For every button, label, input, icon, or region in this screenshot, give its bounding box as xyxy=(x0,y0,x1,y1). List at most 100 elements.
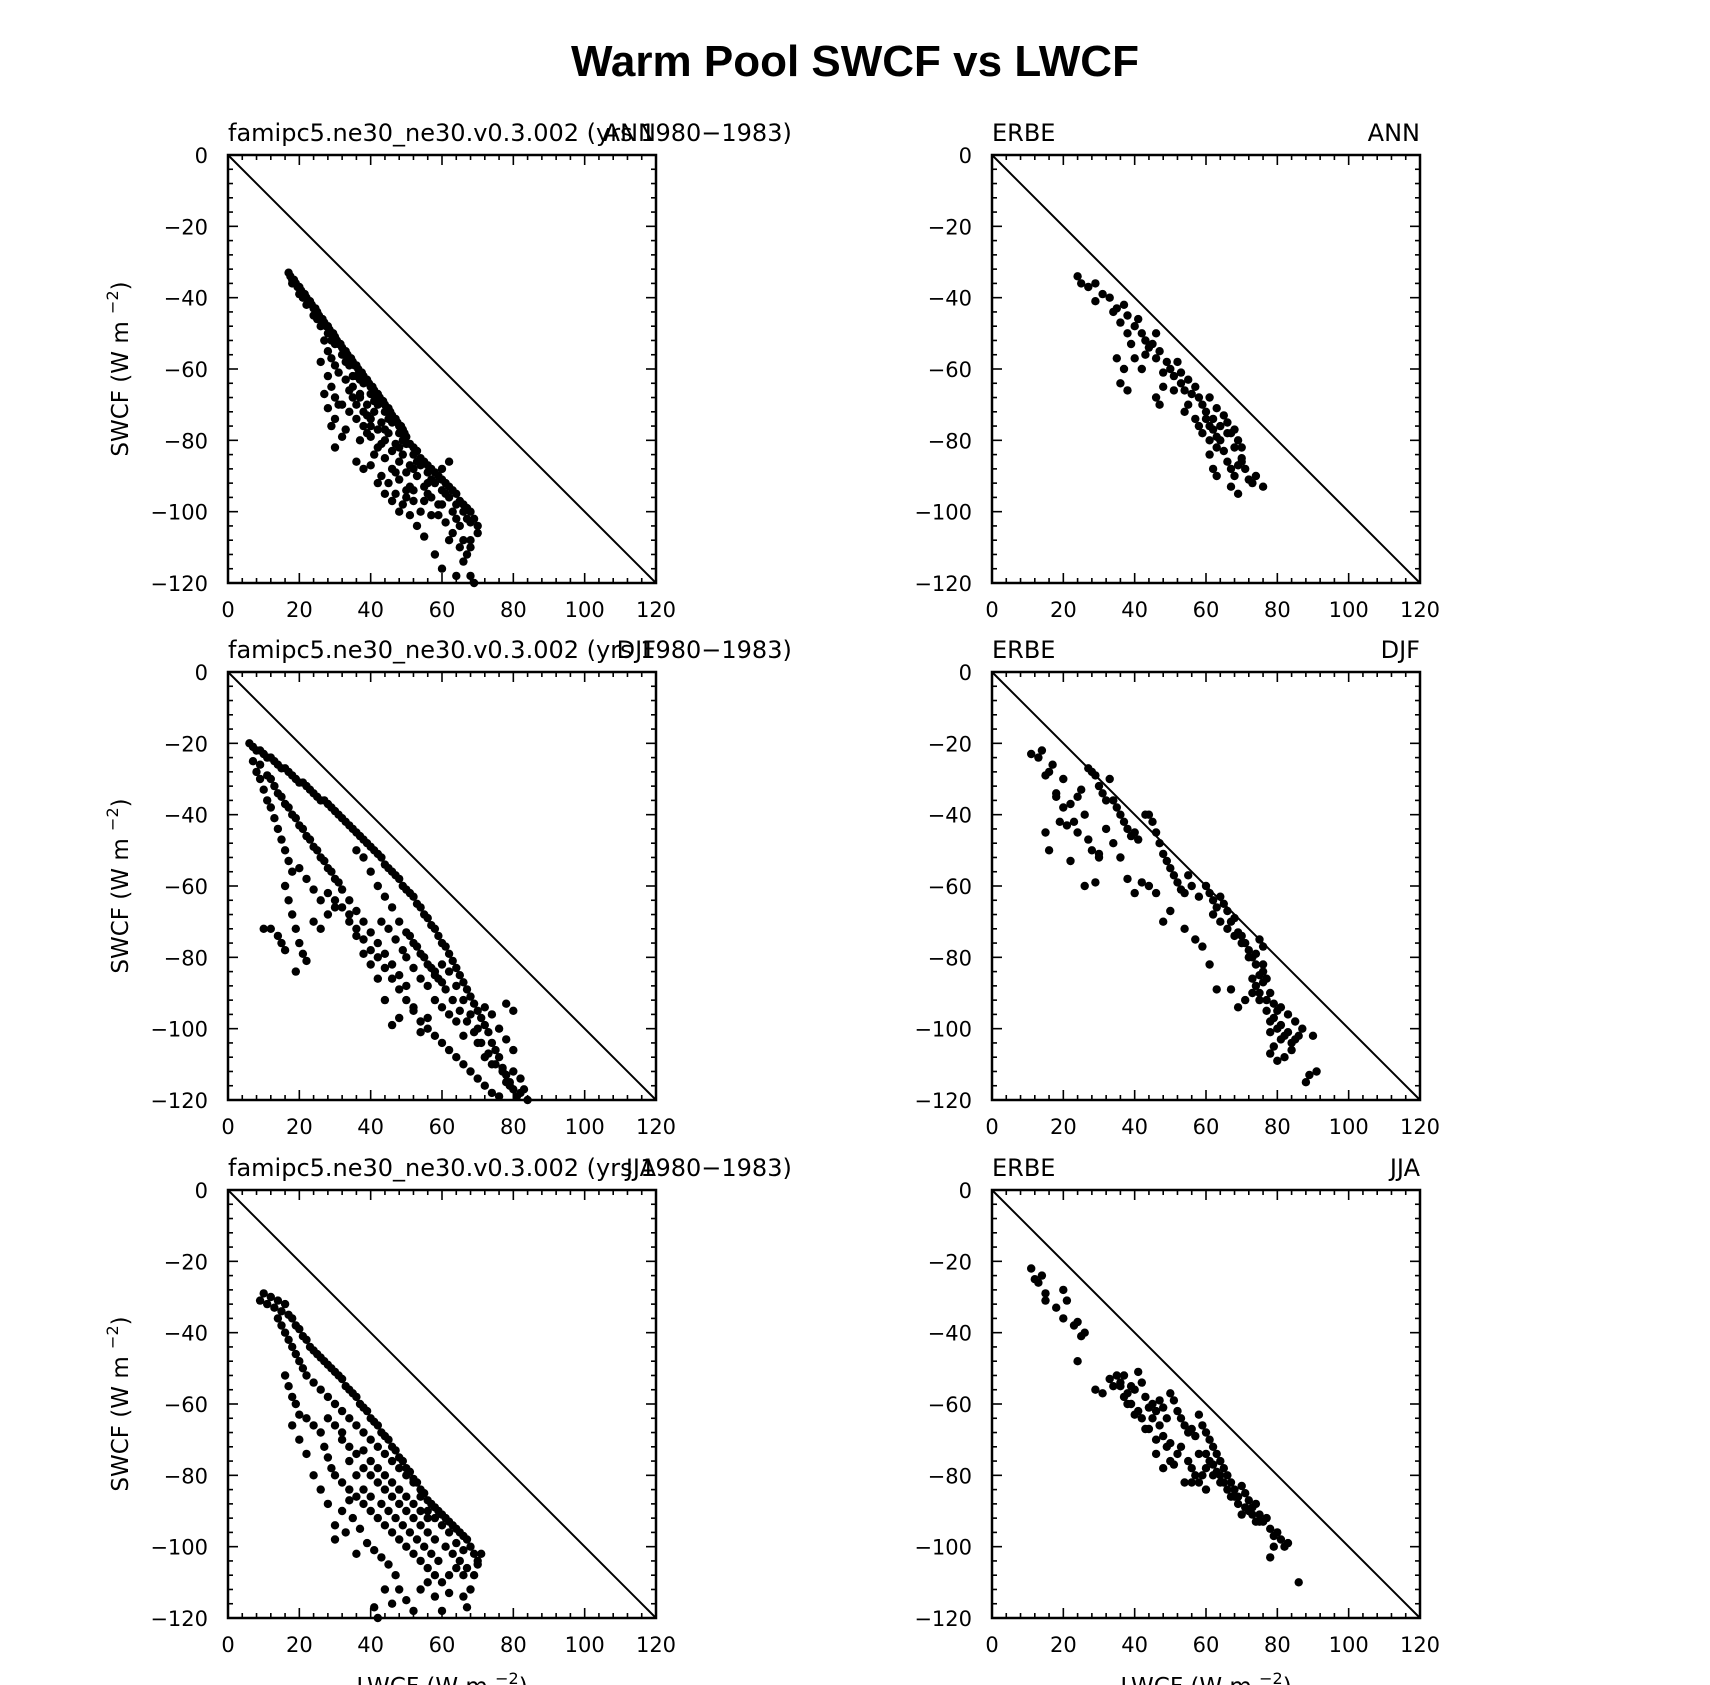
data-point xyxy=(1205,436,1214,445)
data-point xyxy=(459,978,468,987)
data-point xyxy=(309,1378,318,1387)
data-point xyxy=(473,1074,482,1083)
data-point xyxy=(1109,839,1118,848)
data-point xyxy=(466,992,475,1001)
data-point xyxy=(1216,892,1225,901)
data-point xyxy=(494,1053,504,1062)
data-point xyxy=(1283,1010,1293,1019)
axis-ticks xyxy=(991,154,1421,584)
y-tick-label: −120 xyxy=(150,1607,208,1631)
x-tick-label: 100 xyxy=(565,598,605,622)
data-point xyxy=(434,1556,443,1566)
data-point xyxy=(1137,329,1147,338)
data-point xyxy=(395,1499,404,1509)
data-point xyxy=(1159,849,1168,859)
data-point xyxy=(1191,1431,1200,1441)
data-point xyxy=(1223,1471,1232,1480)
data-point xyxy=(255,774,265,784)
data-point xyxy=(1205,450,1214,459)
data-point xyxy=(387,903,397,912)
data-point xyxy=(1301,1078,1311,1087)
data-point xyxy=(263,796,272,805)
data-point xyxy=(295,938,304,948)
data-point xyxy=(1233,436,1243,445)
data-point xyxy=(370,1603,379,1612)
data-point xyxy=(280,946,290,955)
data-point xyxy=(1212,404,1221,413)
y-tick-label: −60 xyxy=(164,875,208,899)
data-point xyxy=(1280,1053,1289,1062)
x-axis-label: LWCF (W m −2) xyxy=(356,1669,527,1685)
data-point xyxy=(288,1342,297,1352)
data-point xyxy=(1162,1442,1172,1452)
data-point xyxy=(277,1307,286,1316)
y-tick-label: −40 xyxy=(164,287,208,311)
x-tick-label: 0 xyxy=(985,1633,998,1657)
data-point xyxy=(1191,935,1200,944)
data-point xyxy=(1262,974,1271,983)
data-point xyxy=(1148,817,1157,826)
reference-line xyxy=(991,154,1421,584)
data-point xyxy=(316,322,325,331)
data-point xyxy=(402,493,411,502)
data-point xyxy=(366,960,375,969)
data-point xyxy=(1094,781,1104,791)
data-point xyxy=(395,475,404,484)
data-point xyxy=(430,995,440,1005)
x-tick-label: 20 xyxy=(286,1633,313,1657)
axis-ticks xyxy=(227,1189,657,1619)
data-point xyxy=(359,1446,368,1455)
data-point xyxy=(370,450,379,459)
data-point xyxy=(1144,881,1154,891)
x-tick-label: 120 xyxy=(1400,1115,1440,1139)
data-point xyxy=(302,956,311,966)
data-point xyxy=(1276,1535,1286,1544)
data-point xyxy=(348,371,357,381)
data-point xyxy=(1248,988,1257,998)
data-point xyxy=(487,1010,497,1019)
data-point xyxy=(284,1335,293,1345)
data-point xyxy=(466,1585,475,1594)
data-point xyxy=(348,1513,357,1523)
data-point xyxy=(391,1571,400,1580)
data-point xyxy=(1155,839,1164,848)
data-point xyxy=(295,1435,304,1444)
y-tick-label: −40 xyxy=(928,804,972,828)
panel-left-title: ERBE xyxy=(992,636,1055,664)
data-point xyxy=(377,1499,386,1509)
data-point xyxy=(337,903,347,912)
y-tick-label: −60 xyxy=(164,358,208,382)
data-point xyxy=(1077,279,1086,288)
data-point xyxy=(466,536,475,545)
data-point xyxy=(1137,878,1147,887)
y-tick-label: −20 xyxy=(164,1250,208,1274)
data-point xyxy=(323,1499,333,1509)
data-point xyxy=(366,389,375,399)
data-point xyxy=(1251,949,1261,958)
data-point xyxy=(1258,960,1268,969)
data-point xyxy=(330,1471,340,1480)
data-point xyxy=(1098,789,1107,798)
data-point xyxy=(323,329,333,338)
data-point xyxy=(1080,1328,1089,1337)
data-point xyxy=(1266,1524,1275,1534)
data-point xyxy=(295,864,304,873)
data-point xyxy=(416,974,425,983)
y-tick-label: −20 xyxy=(164,732,208,756)
data-point xyxy=(1137,1378,1147,1387)
data-point xyxy=(1119,300,1129,309)
scatter-panel-4: 0 20 40 60 80 100 120 0 −20 −40 −60 −80 −100 −120 ERBE… xyxy=(914,636,1440,1139)
data-point xyxy=(405,511,415,520)
data-point xyxy=(430,1535,440,1544)
panel-right-title: ANN xyxy=(604,119,656,147)
data-point xyxy=(1098,289,1107,299)
data-point xyxy=(1148,1399,1157,1409)
data-point xyxy=(280,1328,290,1337)
data-point xyxy=(1166,364,1175,374)
data-point xyxy=(327,421,336,431)
data-point xyxy=(1283,1538,1293,1548)
data-point xyxy=(330,1521,340,1530)
data-point xyxy=(377,1553,386,1562)
data-point xyxy=(1241,995,1250,1005)
data-point xyxy=(1184,1456,1193,1466)
